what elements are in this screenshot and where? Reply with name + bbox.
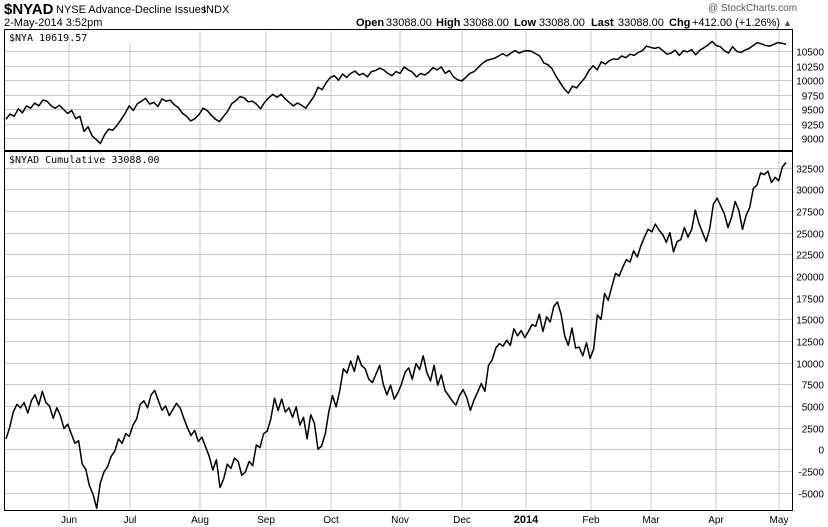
chg-value: +412.00 (+1.26%) [692, 17, 780, 29]
x-tick-label: Oct [323, 515, 339, 526]
y-tick-label: 7500 [802, 381, 825, 392]
x-tick-label: Mar [642, 515, 660, 526]
x-tick-label: Dec [453, 515, 471, 526]
y-tick-label: 17500 [796, 295, 824, 306]
y-tick-label: 27500 [796, 208, 824, 219]
exchange-label: INDX [203, 4, 230, 16]
x-tick-label: 2014 [514, 514, 539, 526]
y-tick-label: 32500 [796, 165, 824, 176]
y-tick-label: 10000 [796, 77, 824, 88]
chg-up-arrow-icon: ▲ [783, 18, 792, 28]
x-tick-label: Jul [124, 515, 137, 526]
open-label: Open [356, 17, 384, 29]
nyad-cumulative-line [5, 162, 787, 510]
price-panel-frame [4, 29, 793, 151]
y-axis-ticks: 9000 9250 9500 9750 10000 10250 10500 -5000 -250… [796, 48, 824, 501]
high-value: 33088.00 [463, 17, 509, 29]
y-tick-label: 10000 [796, 360, 824, 371]
x-tick-label: Aug [191, 515, 209, 526]
last-label: Last [591, 17, 614, 29]
low-label: Low [514, 17, 536, 29]
y-tick-label: 5000 [802, 403, 825, 414]
open-value: 33088.00 [386, 17, 432, 29]
low-value: 33088.00 [539, 17, 585, 29]
watermark: @ StockCharts.com [708, 3, 797, 14]
x-tick-label: Jun [61, 515, 77, 526]
datetime-label: 2-May-2014 3:52pm [4, 17, 102, 29]
x-tick-label: Apr [708, 515, 724, 526]
y-tick-label: 0 [818, 446, 824, 457]
chg-label: Chg [669, 17, 690, 29]
x-tick-label: May [770, 515, 789, 526]
y-tick-label: 9250 [802, 121, 825, 132]
symbol-label: $NYAD [4, 1, 54, 18]
grid-lines [5, 31, 792, 510]
price-legend-bg [7, 31, 147, 43]
high-label: High [436, 17, 461, 29]
x-tick-label: Feb [582, 515, 600, 526]
y-tick-label: 2500 [802, 425, 825, 436]
y-tick-label: 9000 [802, 135, 825, 146]
ad-panel-frame [4, 151, 793, 511]
x-tick-label: Nov [391, 515, 409, 526]
y-tick-label: 10500 [796, 48, 824, 59]
y-tick-label: 15000 [796, 316, 824, 327]
y-tick-label: 22500 [796, 251, 824, 262]
last-value: 33088.00 [618, 17, 664, 29]
y-tick-label: 12500 [796, 338, 824, 349]
x-tick-label: Sep [257, 515, 275, 526]
y-tick-label: 10250 [796, 63, 824, 74]
y-tick-label: 9500 [802, 106, 825, 117]
y-tick-label: 9750 [802, 92, 825, 103]
ad-legend-bg [7, 153, 187, 165]
price-legend: $NYA 10619.57 [9, 33, 87, 44]
y-tick-label: 30000 [796, 186, 824, 197]
y-tick-label: -2500 [798, 468, 824, 479]
description-label: NYSE Advance-Decline Issues [56, 4, 207, 16]
y-tick-label: 20000 [796, 273, 824, 284]
ad-legend: $NYAD Cumulative 33088.00 [9, 155, 160, 166]
y-tick-label: -5000 [798, 490, 824, 501]
x-axis-labels: Jun Jul Aug Sep Oct Nov Dec 2014 Feb Mar Apr May [61, 514, 789, 526]
nya-price-line [5, 40, 787, 145]
y-tick-label: 25000 [796, 230, 824, 241]
